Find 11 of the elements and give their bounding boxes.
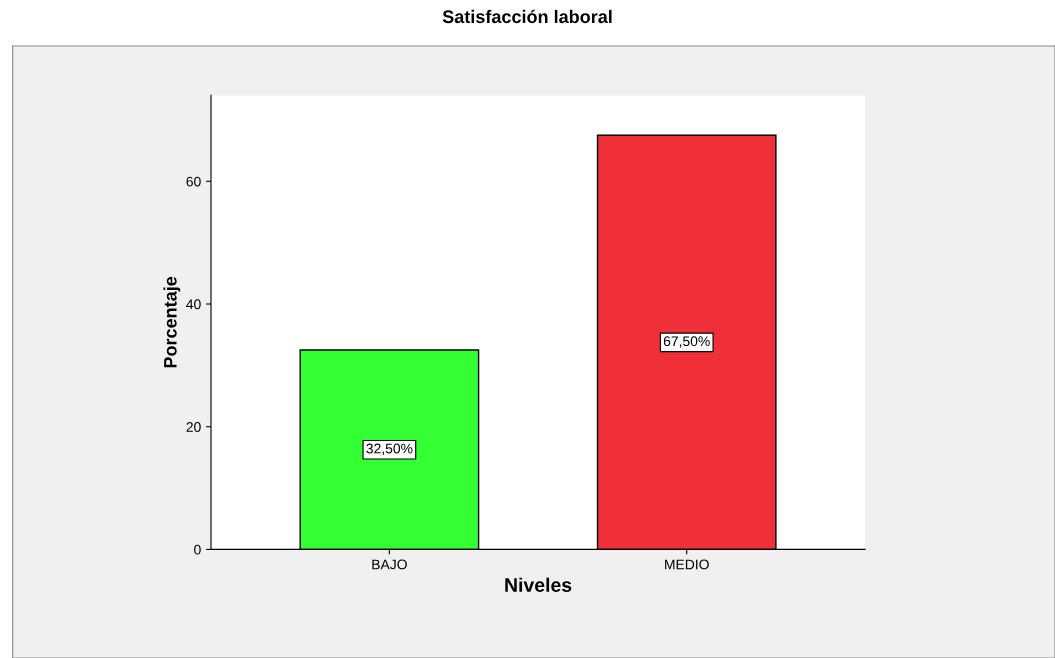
x-axis-title: Niveles — [505, 577, 572, 592]
y-tick-label: 0 — [194, 544, 201, 555]
data-label: 32,50% — [366, 443, 413, 456]
y-axis-title: Porcentaje — [163, 276, 181, 368]
y-tick-label: 60 — [186, 176, 201, 187]
x-tick-label: BAJO — [372, 559, 407, 570]
data-label: 67,50% — [663, 336, 710, 348]
chart-title: Satisfacción laboral — [442, 9, 612, 24]
y-tick-label: 40 — [186, 299, 201, 310]
y-tick-label: 20 — [186, 422, 201, 432]
x-tick-label: MEDIO — [665, 559, 709, 570]
